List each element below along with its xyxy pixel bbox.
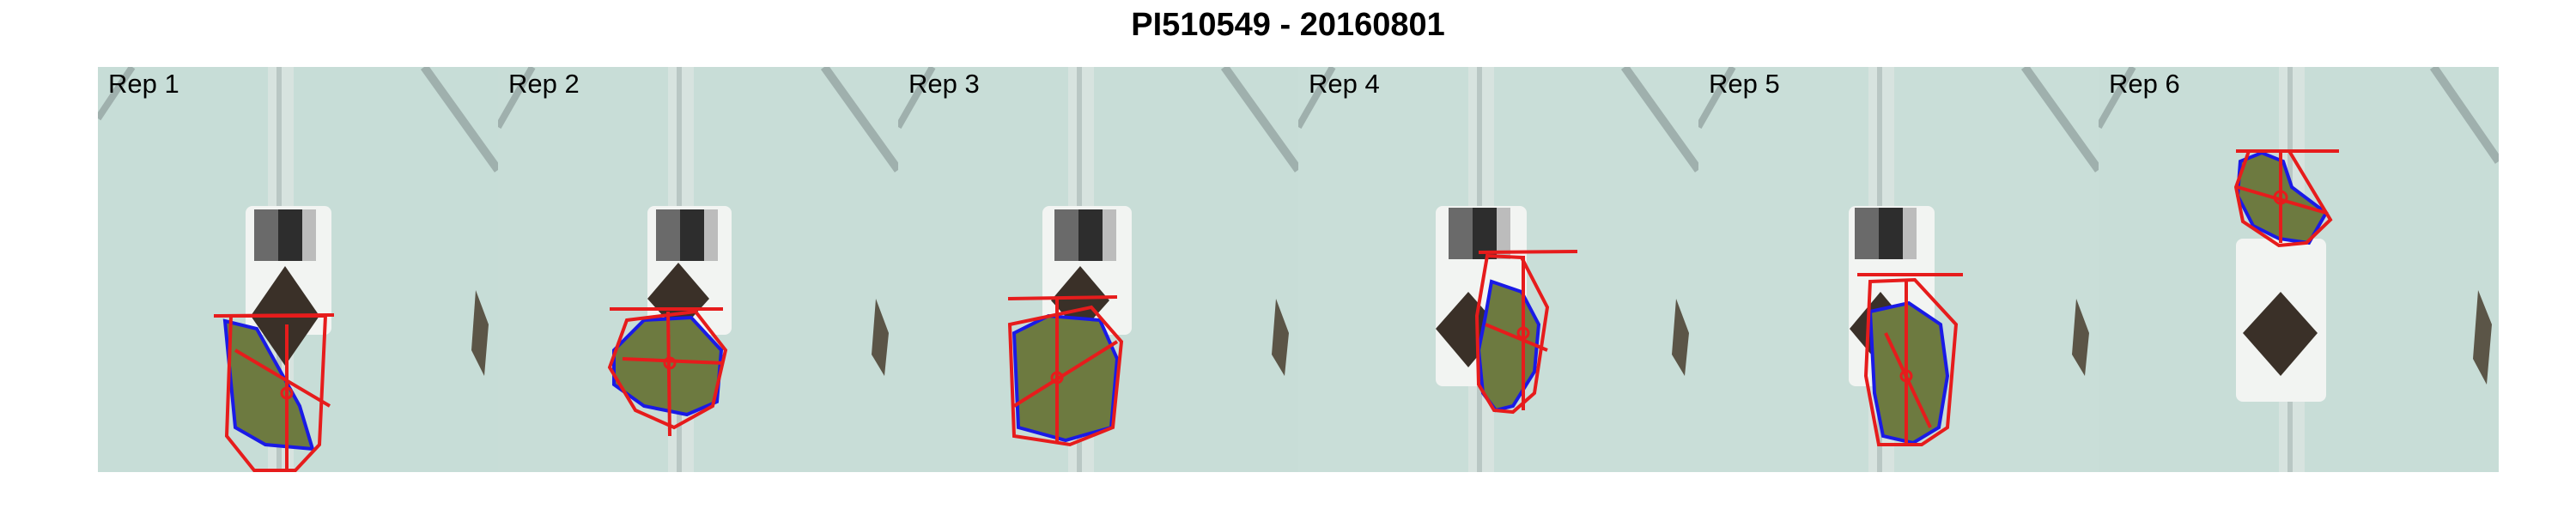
- rep-1-panel: Rep 1: [98, 67, 498, 472]
- rep-2-panel: Rep 2: [498, 67, 898, 472]
- figure-title: PI510549 - 20160801: [1131, 7, 1445, 43]
- image-strip: Rep 1 Rep 2: [98, 67, 2499, 472]
- rep-label: Rep 4: [1309, 69, 1380, 99]
- rep-1-photo: [98, 67, 498, 472]
- rep-2-photo: [498, 67, 898, 472]
- rep-label: Rep 5: [1709, 69, 1780, 99]
- rep-label: Rep 6: [2109, 69, 2180, 99]
- rep-3-panel: Rep 3: [898, 67, 1298, 472]
- rep-label: Rep 3: [908, 69, 980, 99]
- rep-3-photo: [898, 67, 1298, 472]
- rep-4-panel: Rep 4: [1298, 67, 1698, 472]
- rep-6-panel: Rep 6: [2099, 67, 2499, 472]
- rep-5-panel: Rep 5: [1698, 67, 2099, 472]
- rep-5-photo: [1698, 67, 2099, 472]
- rep-4-photo: [1298, 67, 1698, 472]
- rep-label: Rep 2: [508, 69, 580, 99]
- rep-label: Rep 1: [108, 69, 179, 99]
- rep-6-photo: [2099, 67, 2499, 472]
